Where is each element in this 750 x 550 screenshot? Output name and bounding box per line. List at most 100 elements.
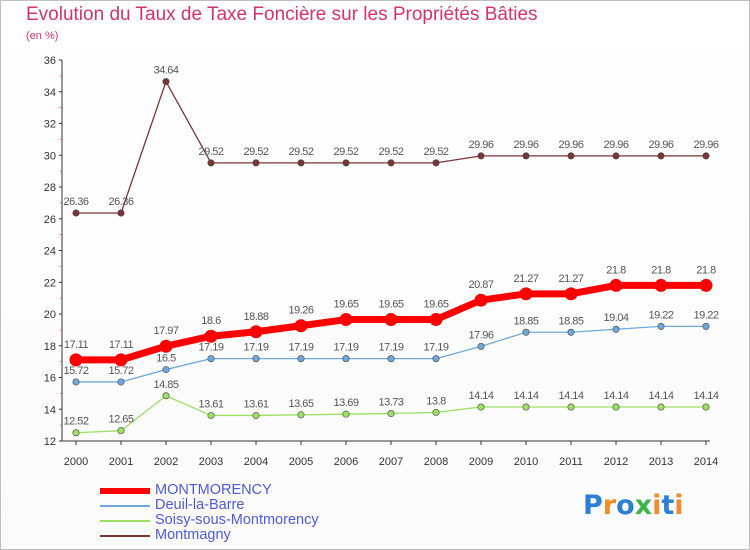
data-point: [252, 159, 260, 167]
data-point: [612, 403, 620, 411]
data-point: [522, 403, 530, 411]
x-tick-label: 2001: [109, 456, 133, 468]
data-label: 29.96: [603, 139, 628, 151]
data-point: [429, 313, 443, 327]
logo-letter: i: [652, 490, 662, 521]
x-tick-label: 2009: [469, 456, 493, 468]
data-label: 14.14: [558, 390, 583, 402]
logo-letter: x: [634, 490, 653, 521]
data-point: [204, 329, 218, 343]
data-point: [609, 278, 623, 292]
logo-letter: r: [602, 490, 617, 521]
x-tick-label: 2011: [559, 456, 583, 468]
data-label: 26.36: [63, 196, 88, 208]
data-label: 17.19: [333, 342, 358, 354]
y-tick-label: 20: [44, 309, 56, 321]
legend-label: Deuil-la-Barre: [155, 497, 245, 513]
data-label: 21.27: [558, 273, 583, 285]
legend-swatch: [100, 535, 150, 537]
series-layer: [69, 78, 713, 437]
x-tick-label: 2012: [604, 456, 628, 468]
x-tick-label: 2008: [424, 456, 448, 468]
data-point: [567, 152, 575, 160]
data-label: 17.19: [243, 342, 268, 354]
data-point: [252, 355, 260, 363]
data-label: 13.61: [243, 398, 268, 410]
data-point: [657, 152, 665, 160]
data-label: 29.96: [693, 139, 718, 151]
data-label: 17.11: [64, 339, 89, 351]
data-point: [477, 152, 485, 160]
y-tick-label: 24: [44, 246, 56, 258]
data-label: 21.8: [696, 264, 716, 276]
data-point: [342, 159, 350, 167]
proxiti-logo: Proxiti: [583, 490, 684, 521]
data-label: 19.22: [693, 309, 718, 321]
data-point: [699, 278, 713, 292]
x-tick-label: 2005: [289, 456, 313, 468]
data-label: 14.14: [648, 390, 673, 402]
data-label: 21.8: [651, 264, 671, 276]
data-label: 29.96: [558, 139, 583, 151]
data-label: 21.8: [606, 264, 626, 276]
data-point: [117, 378, 125, 386]
chart-title: Evolution du Taux de Taxe Foncière sur l…: [26, 4, 538, 25]
data-point: [297, 411, 305, 419]
data-label: 18.85: [513, 315, 538, 327]
data-point: [702, 403, 710, 411]
data-point: [342, 410, 350, 418]
data-point: [252, 411, 260, 419]
data-point: [162, 392, 170, 400]
data-label: 13.69: [333, 397, 358, 409]
data-label: 17.11: [109, 339, 134, 351]
data-label: 29.96: [648, 139, 673, 151]
data-label: 17.97: [153, 325, 178, 337]
data-label: 20.87: [468, 279, 493, 291]
data-point: [72, 209, 80, 217]
data-point: [69, 353, 83, 367]
data-labels: 17.11 17.11 17.97 18.6 18.88 19.26 19.65 19.65 1…: [63, 65, 719, 428]
data-label: 13.61: [198, 398, 223, 410]
data-point: [72, 429, 80, 437]
x-tick-label: 2006: [334, 456, 358, 468]
data-label: 13.65: [288, 398, 313, 410]
data-point: [297, 355, 305, 363]
data-label: 12.52: [63, 416, 88, 428]
unit-label: (en %): [26, 30, 59, 42]
logo-letter: t: [661, 490, 675, 521]
data-label: 18.88: [243, 311, 268, 323]
legend-label: MONTMORENCY: [155, 482, 272, 498]
data-point: [72, 378, 80, 386]
x-tick-label: 2013: [649, 456, 673, 468]
data-label: 29.52: [288, 146, 313, 158]
data-label: 14.14: [513, 390, 538, 402]
data-point: [159, 339, 173, 353]
data-label: 29.52: [333, 146, 358, 158]
data-point: [387, 159, 395, 167]
data-point: [567, 328, 575, 336]
data-point: [387, 355, 395, 363]
logo-letter: i: [674, 490, 684, 521]
y-tick-label: 18: [44, 341, 56, 353]
data-label: 18.6: [201, 315, 221, 327]
data-point: [432, 355, 440, 363]
y-tick-label: 22: [44, 277, 56, 289]
data-label: 29.52: [243, 146, 268, 158]
data-label: 17.19: [423, 342, 448, 354]
data-point: [117, 209, 125, 217]
x-tick-label: 2003: [199, 456, 223, 468]
y-tick-label: 34: [44, 87, 56, 99]
data-point: [477, 342, 485, 350]
data-point: [612, 152, 620, 160]
data-point: [339, 313, 353, 327]
data-point: [162, 366, 170, 374]
data-label: 29.96: [513, 139, 538, 151]
data-point: [387, 410, 395, 418]
x-tick-label: 2007: [379, 456, 403, 468]
data-point: [207, 411, 215, 419]
y-tick-label: 36: [44, 55, 56, 67]
data-label: 29.52: [198, 146, 223, 158]
y-tick-label: 16: [44, 373, 56, 385]
